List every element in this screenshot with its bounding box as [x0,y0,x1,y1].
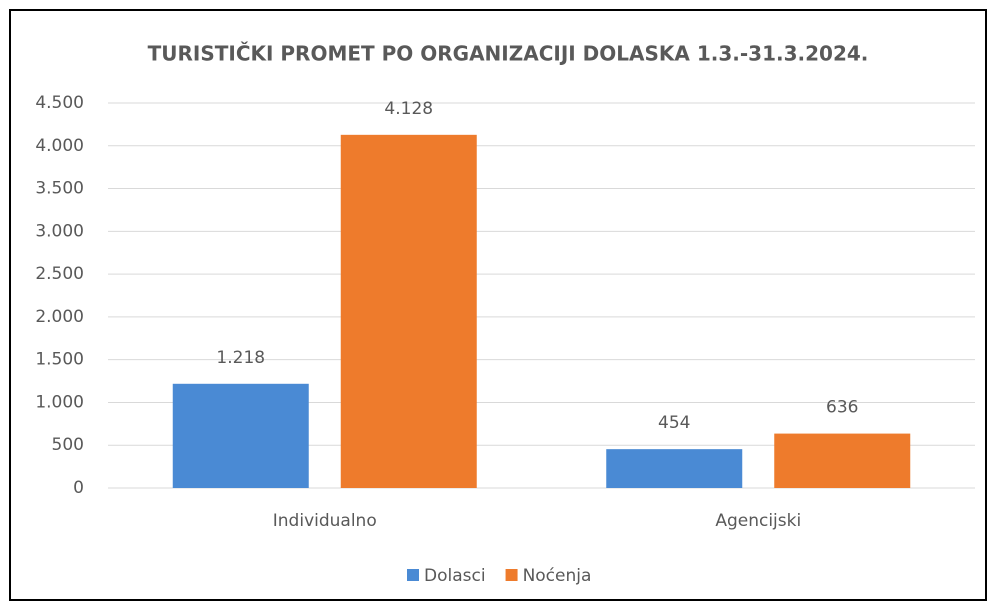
data-label: 636 [826,398,858,418]
legend-swatch [505,569,518,581]
y-tick-label: 3.000 [35,221,84,241]
legend-swatch [407,569,419,581]
data-label: 454 [658,413,690,433]
data-label: 1.218 [216,348,265,368]
y-tick-label: 500 [52,435,84,455]
bar [172,383,309,488]
chart-title: TURISTIČKI PROMET PO ORGANIZACIJI DOLASK… [148,42,869,66]
legend-label: Noćenja [523,566,592,586]
chart-border [9,9,987,601]
y-tick-label: 3.500 [35,179,84,199]
data-label: 4.128 [384,99,433,119]
y-tick-label: 4.000 [35,136,84,156]
y-tick-label: 4.500 [35,93,84,113]
legend-label: Dolasci [424,566,486,586]
y-tick-label: 2.000 [35,307,84,327]
y-tick-label: 1.000 [35,392,84,412]
y-tick-label: 2.500 [35,264,84,284]
bar [340,134,477,488]
y-tick-label: 1.500 [35,350,84,370]
y-tick-label: 0 [73,478,84,498]
bar [774,433,911,488]
bar [606,449,743,488]
x-tick-label: Agencijski [715,511,801,531]
x-tick-label: Individualno [273,511,377,531]
